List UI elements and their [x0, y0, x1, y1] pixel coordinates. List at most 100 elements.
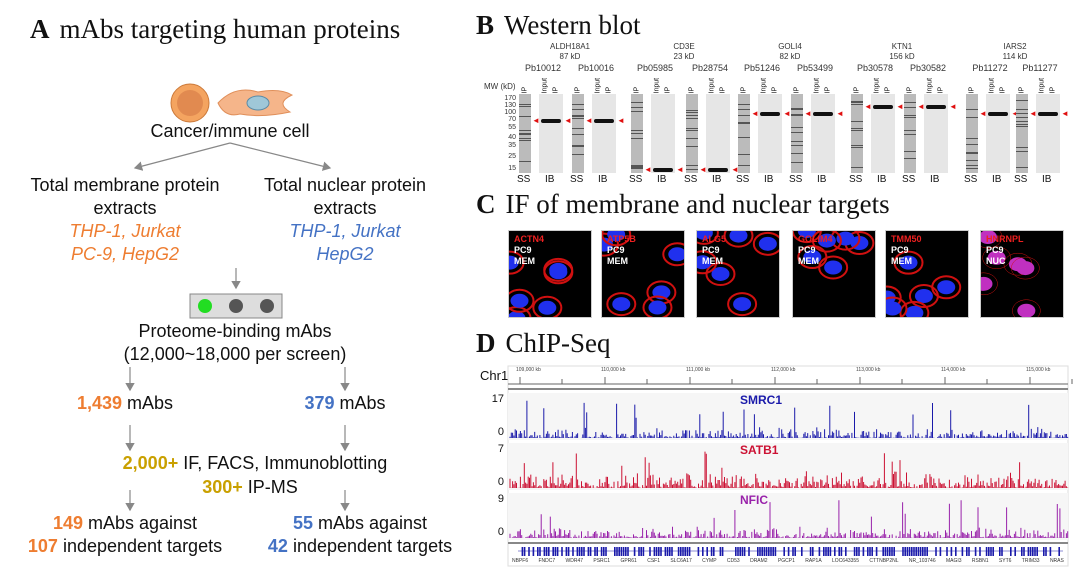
red-arrow-icon: ◄ [1029, 109, 1037, 118]
band [966, 164, 978, 166]
gene-label: FNDC7 [538, 558, 556, 564]
mw-marker: 15 [508, 164, 516, 172]
antibody-label: Pb51246 [743, 63, 781, 73]
ib-lane [758, 94, 782, 173]
western-blot: ALDH18A1 87 kD Pb10012 ◄ ◄ IP Input IP SS IB Pb100… [0, 0, 1080, 190]
ib-lane [539, 94, 563, 173]
band [851, 166, 863, 168]
nuclear-final: 55 mAbs against 42 independent targets [267, 513, 453, 556]
band [738, 121, 750, 123]
red-arrow-icon: ◄ [836, 109, 844, 118]
band [686, 114, 698, 116]
antibody-label: Pb10012 [524, 63, 562, 73]
antibody-label: Pb28754 [691, 63, 729, 73]
band [519, 106, 531, 108]
band [1016, 126, 1028, 128]
ss-lane [904, 94, 916, 173]
ss-label: SS [517, 174, 531, 185]
track-min: 0 [497, 476, 504, 488]
red-arrow-icon: ◄ [617, 116, 625, 125]
antibody-label: Pb30578 [856, 63, 894, 73]
if-target: ACTN4 [514, 234, 545, 244]
if-localization: MEM [514, 256, 535, 266]
track-min: 0 [497, 426, 504, 438]
gene-label: RSBN1 [971, 558, 989, 564]
ss-label: SS [570, 174, 584, 185]
band [791, 145, 803, 146]
track-name: NFIC [740, 493, 768, 507]
band [519, 138, 531, 140]
ib-lane [592, 94, 616, 173]
band [631, 167, 643, 169]
band [738, 123, 750, 125]
proteome-binding-mabs: Proteome-binding mAbs (12,000~18,000 per … [123, 321, 347, 364]
band [686, 128, 698, 130]
antibody-label: Pb11272 [972, 63, 1008, 73]
if-localization: MEM [607, 256, 628, 266]
ss-lane [519, 94, 531, 173]
band [738, 109, 750, 110]
ib-label: IB [657, 174, 667, 185]
ss-lane [738, 94, 750, 173]
red-arrow-icon: ◄ [1011, 109, 1019, 118]
red-arrow-icon: ◄ [585, 116, 593, 125]
red-arrow-icon: ◄ [564, 116, 572, 125]
ib-label: IB [712, 174, 722, 185]
mw-marker: 100 [504, 108, 516, 116]
band [1016, 121, 1028, 123]
track-bg [508, 393, 1068, 440]
mw-marker: 130 [504, 101, 516, 109]
band [572, 145, 584, 147]
red-arrow-icon: ◄ [644, 165, 652, 174]
band [631, 138, 643, 140]
band [738, 137, 750, 139]
red-arrow-icon: ◄ [731, 165, 739, 174]
ruler-label: 110,000 kb [601, 367, 626, 373]
band [631, 106, 643, 108]
gene-label: SYT6 [998, 558, 1012, 564]
cancer-cell-icon [170, 83, 210, 123]
band [966, 144, 978, 146]
red-arrow-icon: ◄ [676, 165, 684, 174]
ib-label: IB [817, 174, 827, 185]
band [904, 133, 916, 135]
target-band [1038, 112, 1058, 116]
band [519, 116, 531, 117]
gene-label: SLC6A17 [670, 558, 692, 564]
if-cell-line: PC9 [514, 245, 532, 255]
red-arrow-icon: ◄ [699, 165, 707, 174]
band [851, 130, 863, 132]
ib-lane [986, 94, 1010, 173]
if-cell-line: PC9 [891, 245, 909, 255]
if-cell-line: PC9 [798, 245, 816, 255]
ss-label: SS [902, 174, 916, 185]
ib-label: IB [992, 174, 1002, 185]
membrane-extracts: Total membrane protein extracts THP-1, Jur… [30, 175, 220, 264]
if-image-actn4: ACTN4 PC9 MEM [508, 230, 592, 318]
band [519, 103, 531, 105]
band [904, 129, 916, 131]
band [904, 158, 916, 160]
band [1016, 113, 1028, 115]
band [851, 102, 863, 103]
cell-image [602, 231, 684, 317]
membrane-mab-count: 1,439 mAbs [76, 393, 174, 413]
ib-lane [706, 94, 730, 173]
band [966, 117, 978, 119]
band [738, 164, 750, 166]
red-arrow-icon: ◄ [1061, 109, 1069, 118]
gene-label: CSF1 [647, 558, 660, 564]
gene-label: TRIM33 [1021, 558, 1040, 564]
mw-marker: 40 [508, 133, 516, 141]
ib-lane [651, 94, 675, 173]
band [686, 168, 698, 170]
band [791, 152, 803, 154]
red-arrow-icon: ◄ [896, 102, 904, 111]
protein-header: IARS2 114 kD [975, 42, 1055, 62]
if-image-tmm50: TMM50 PC9 MEM [885, 230, 969, 318]
band [851, 121, 863, 123]
ruler-label: 109,000 kb [516, 367, 541, 373]
ruler-label: 114,000 kb [941, 367, 966, 373]
target-band [760, 112, 780, 116]
mw-marker: 25 [508, 152, 516, 160]
